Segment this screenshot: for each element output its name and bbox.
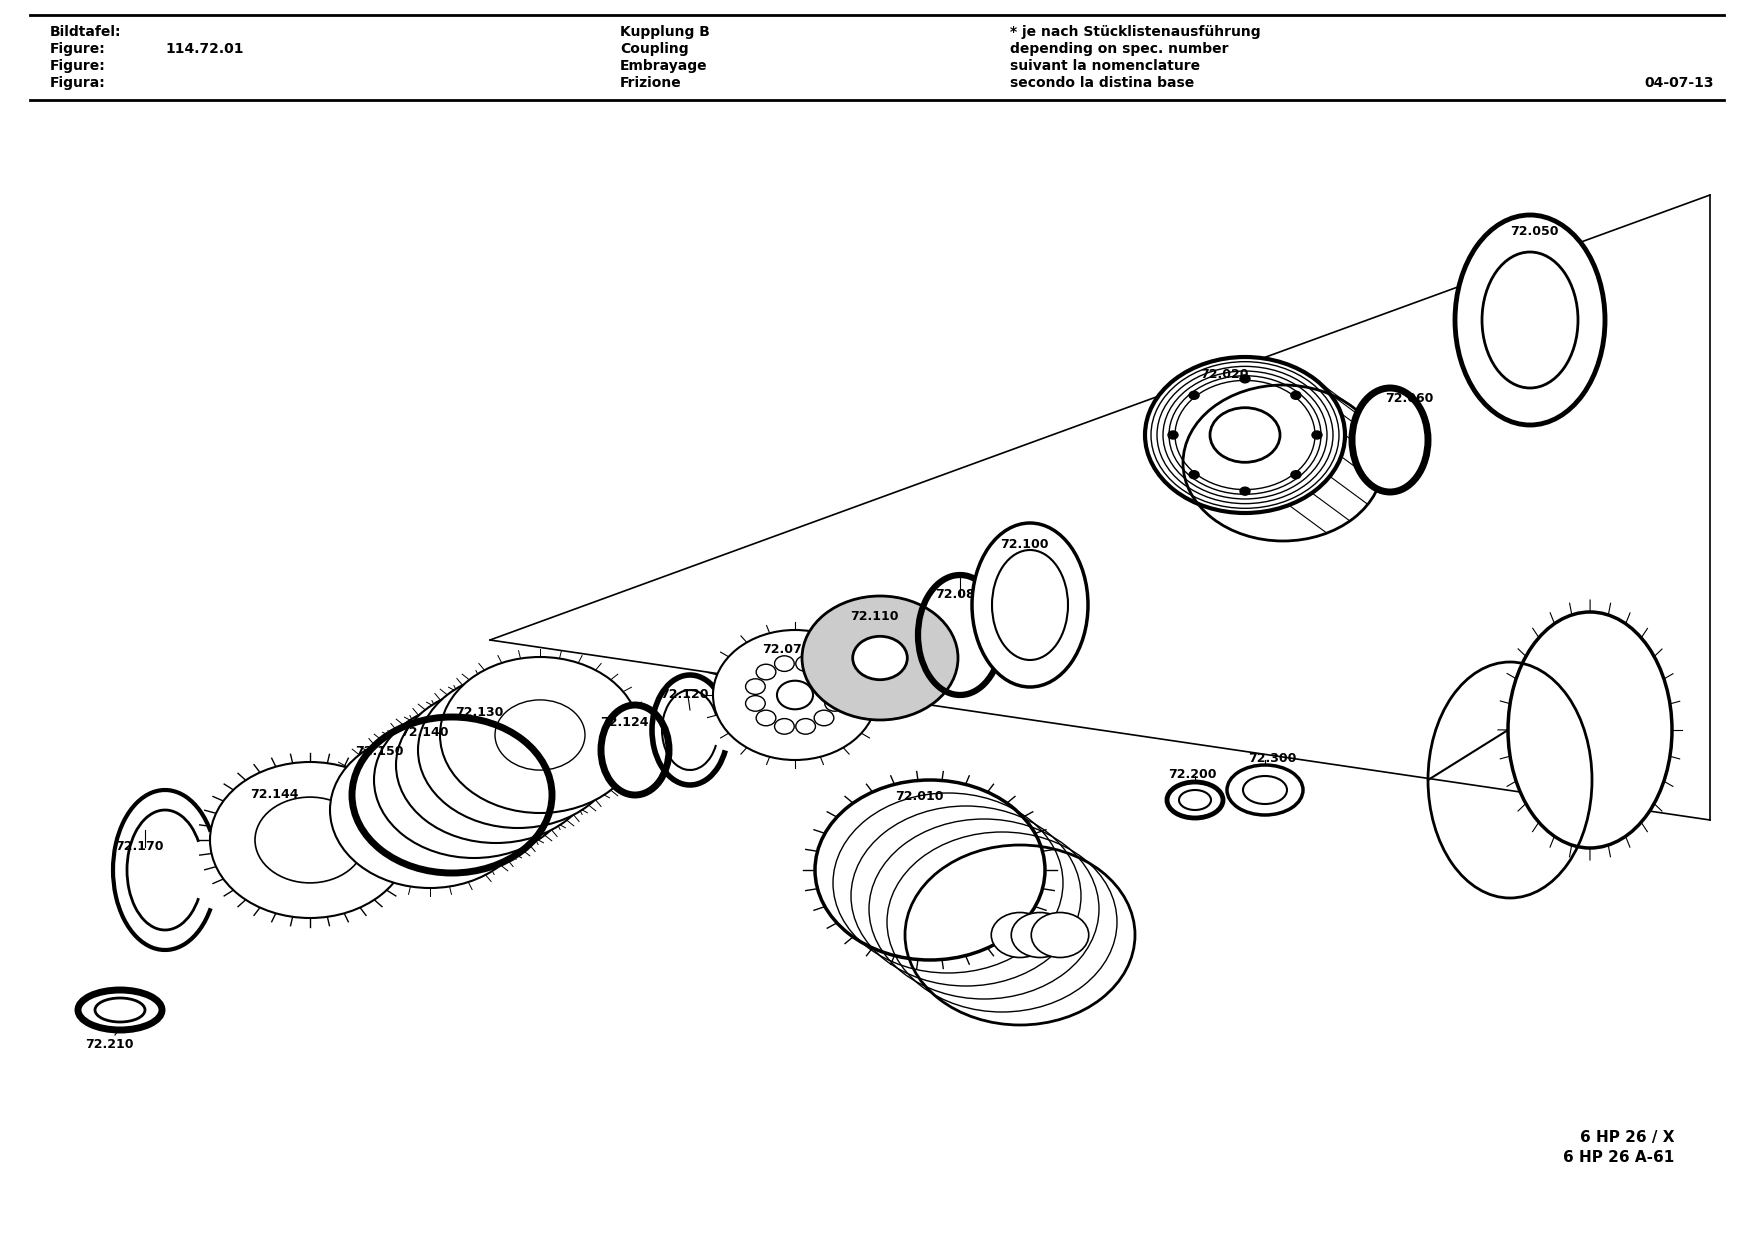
Ellipse shape bbox=[756, 665, 775, 680]
Text: * je nach Stücklistenausführung: * je nach Stücklistenausführung bbox=[1010, 25, 1261, 38]
Ellipse shape bbox=[824, 678, 844, 694]
Ellipse shape bbox=[1210, 408, 1280, 463]
Text: 72.200: 72.200 bbox=[1168, 768, 1217, 781]
Ellipse shape bbox=[991, 913, 1049, 957]
Text: 72.150: 72.150 bbox=[354, 745, 403, 758]
Ellipse shape bbox=[1508, 613, 1672, 848]
Ellipse shape bbox=[852, 636, 907, 680]
Ellipse shape bbox=[451, 730, 540, 800]
Ellipse shape bbox=[814, 665, 833, 680]
Ellipse shape bbox=[756, 711, 775, 725]
Ellipse shape bbox=[330, 732, 530, 888]
Text: 72.110: 72.110 bbox=[851, 610, 898, 622]
Text: secondo la distina base: secondo la distina base bbox=[1010, 76, 1194, 91]
Ellipse shape bbox=[1012, 913, 1068, 957]
Text: 72.300: 72.300 bbox=[1249, 751, 1296, 765]
Text: Bildtafel:: Bildtafel: bbox=[51, 25, 121, 38]
Ellipse shape bbox=[384, 775, 475, 846]
Ellipse shape bbox=[1352, 388, 1428, 492]
Text: Figure:: Figure: bbox=[51, 60, 105, 73]
Text: 72.080: 72.080 bbox=[935, 588, 984, 601]
Ellipse shape bbox=[1228, 765, 1303, 815]
Ellipse shape bbox=[254, 797, 365, 883]
Ellipse shape bbox=[1312, 432, 1323, 439]
Text: 72.010: 72.010 bbox=[895, 790, 944, 804]
Text: Embrayage: Embrayage bbox=[619, 60, 707, 73]
Ellipse shape bbox=[1244, 776, 1287, 804]
Ellipse shape bbox=[1168, 432, 1179, 439]
Ellipse shape bbox=[1482, 252, 1579, 388]
Ellipse shape bbox=[1166, 782, 1223, 818]
Ellipse shape bbox=[396, 687, 596, 843]
Ellipse shape bbox=[1189, 471, 1200, 479]
Text: 72.120: 72.120 bbox=[660, 688, 709, 701]
Ellipse shape bbox=[745, 696, 765, 712]
Ellipse shape bbox=[430, 745, 519, 815]
Text: 72.210: 72.210 bbox=[84, 1038, 133, 1052]
Ellipse shape bbox=[602, 706, 668, 795]
Text: Kupplung B: Kupplung B bbox=[619, 25, 710, 38]
Ellipse shape bbox=[972, 523, 1087, 687]
Text: Figura:: Figura: bbox=[51, 76, 105, 91]
Text: 72.144: 72.144 bbox=[251, 787, 298, 801]
Text: 72.100: 72.100 bbox=[1000, 538, 1049, 551]
Text: 72.170: 72.170 bbox=[116, 839, 163, 853]
Ellipse shape bbox=[1031, 913, 1089, 957]
Text: Frizione: Frizione bbox=[619, 76, 682, 91]
Text: 72.140: 72.140 bbox=[400, 725, 449, 739]
Ellipse shape bbox=[993, 551, 1068, 660]
Ellipse shape bbox=[775, 656, 795, 671]
Text: 72.050: 72.050 bbox=[1510, 224, 1559, 238]
Ellipse shape bbox=[374, 702, 574, 858]
Ellipse shape bbox=[777, 681, 814, 709]
Ellipse shape bbox=[1240, 374, 1251, 383]
Text: suivant la nomenclature: suivant la nomenclature bbox=[1010, 60, 1200, 73]
Ellipse shape bbox=[796, 656, 816, 671]
Ellipse shape bbox=[1145, 357, 1345, 513]
Text: 72.070: 72.070 bbox=[761, 644, 810, 656]
Ellipse shape bbox=[1189, 392, 1200, 399]
Ellipse shape bbox=[775, 719, 795, 734]
Ellipse shape bbox=[1291, 471, 1301, 479]
Ellipse shape bbox=[407, 760, 496, 830]
Text: 6 HP 26 / X: 6 HP 26 / X bbox=[1580, 1130, 1673, 1145]
Ellipse shape bbox=[745, 678, 765, 694]
Text: Coupling: Coupling bbox=[619, 42, 689, 56]
Text: 72.130: 72.130 bbox=[454, 706, 503, 719]
Ellipse shape bbox=[95, 998, 146, 1022]
Ellipse shape bbox=[796, 719, 816, 734]
Ellipse shape bbox=[1291, 392, 1301, 399]
Ellipse shape bbox=[440, 657, 640, 813]
Ellipse shape bbox=[1240, 487, 1251, 495]
Text: Figure:: Figure: bbox=[51, 42, 105, 56]
Ellipse shape bbox=[824, 696, 844, 712]
Text: depending on spec. number: depending on spec. number bbox=[1010, 42, 1228, 56]
Text: 6 HP 26 A-61: 6 HP 26 A-61 bbox=[1563, 1149, 1673, 1166]
Ellipse shape bbox=[77, 990, 161, 1030]
Ellipse shape bbox=[1179, 790, 1210, 810]
Ellipse shape bbox=[814, 711, 833, 725]
Text: 72.020: 72.020 bbox=[1200, 368, 1249, 381]
Text: 114.72.01: 114.72.01 bbox=[165, 42, 244, 56]
Ellipse shape bbox=[802, 596, 958, 720]
Ellipse shape bbox=[816, 780, 1045, 960]
Ellipse shape bbox=[353, 717, 553, 873]
Ellipse shape bbox=[474, 715, 563, 785]
Ellipse shape bbox=[495, 699, 586, 770]
Text: 72.124: 72.124 bbox=[600, 715, 649, 729]
Text: 72.060: 72.060 bbox=[1386, 392, 1433, 405]
Ellipse shape bbox=[417, 672, 617, 828]
Ellipse shape bbox=[210, 763, 410, 918]
Ellipse shape bbox=[1456, 215, 1605, 425]
Text: 04-07-13: 04-07-13 bbox=[1645, 76, 1714, 91]
Ellipse shape bbox=[712, 630, 877, 760]
